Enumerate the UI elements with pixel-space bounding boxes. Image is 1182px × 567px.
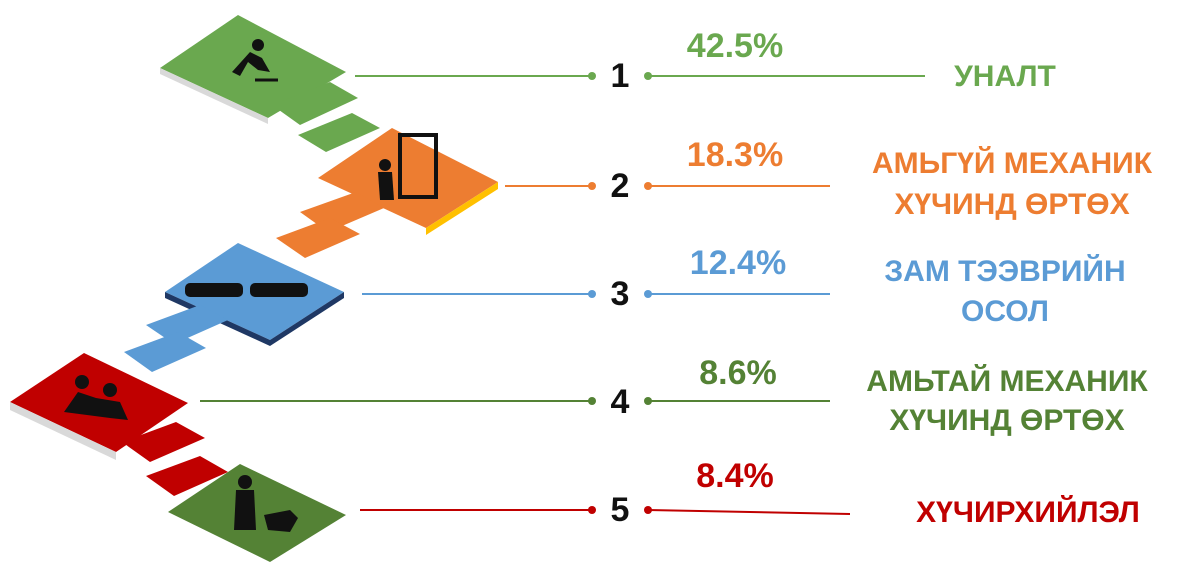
number: 3 [611, 275, 630, 313]
percent: 42.5% [687, 27, 783, 65]
infographic: 1 42.5% УНАЛТ 2 18.3% АМЬГҮЙ МЕХАНИК ХҮЧ… [0, 0, 1182, 567]
percent: 8.4% [696, 457, 774, 495]
label: ХҮЧИНД ӨРТӨХ [889, 404, 1124, 437]
tile-2 [276, 128, 498, 258]
label: ХҮЧИНД ӨРТӨХ [894, 188, 1129, 221]
percent: 18.3% [687, 136, 783, 174]
percent: 8.6% [699, 354, 777, 392]
label: АМЬТАЙ МЕХАНИК [866, 364, 1148, 398]
number: 1 [611, 57, 630, 95]
label: ОСОЛ [961, 295, 1049, 328]
percent: 12.4% [690, 244, 786, 282]
number: 4 [611, 383, 630, 421]
label: ХҮЧИРХИЙЛЭЛ [916, 495, 1140, 529]
tile-1 [160, 15, 380, 152]
label: УНАЛТ [954, 60, 1056, 93]
tile-4 [10, 353, 228, 496]
label: ЗАМ ТЭЭВРИЙН [884, 254, 1125, 288]
tile-3 [124, 243, 344, 372]
label: АМЬГҮЙ МЕХАНИК [872, 146, 1153, 180]
number: 5 [611, 491, 630, 529]
number: 2 [611, 167, 630, 205]
